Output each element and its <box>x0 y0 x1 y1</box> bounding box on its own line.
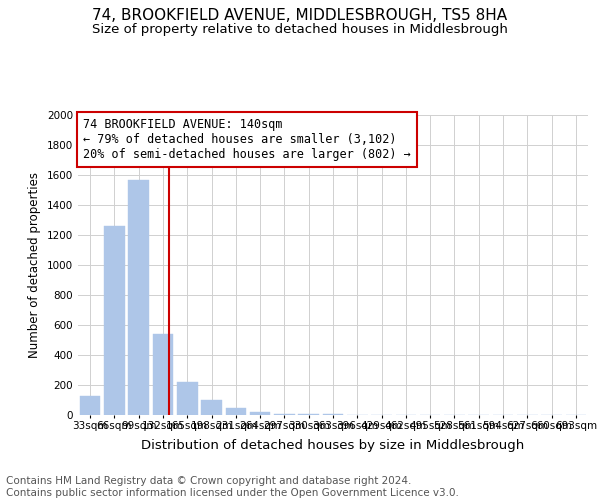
Bar <box>152 334 173 415</box>
Bar <box>274 414 295 415</box>
Text: Contains HM Land Registry data © Crown copyright and database right 2024.
Contai: Contains HM Land Registry data © Crown c… <box>6 476 459 498</box>
Bar <box>128 180 149 415</box>
X-axis label: Distribution of detached houses by size in Middlesbrough: Distribution of detached houses by size … <box>142 439 524 452</box>
Bar <box>201 400 222 415</box>
Bar <box>298 414 319 415</box>
Bar <box>226 408 246 415</box>
Text: Size of property relative to detached houses in Middlesbrough: Size of property relative to detached ho… <box>92 22 508 36</box>
Bar <box>250 412 271 415</box>
Bar <box>104 226 125 415</box>
Bar <box>323 414 343 415</box>
Bar <box>177 382 197 415</box>
Bar <box>80 396 100 415</box>
Text: 74 BROOKFIELD AVENUE: 140sqm
← 79% of detached houses are smaller (3,102)
20% of: 74 BROOKFIELD AVENUE: 140sqm ← 79% of de… <box>83 118 411 161</box>
Text: 74, BROOKFIELD AVENUE, MIDDLESBROUGH, TS5 8HA: 74, BROOKFIELD AVENUE, MIDDLESBROUGH, TS… <box>92 8 508 22</box>
Y-axis label: Number of detached properties: Number of detached properties <box>28 172 41 358</box>
